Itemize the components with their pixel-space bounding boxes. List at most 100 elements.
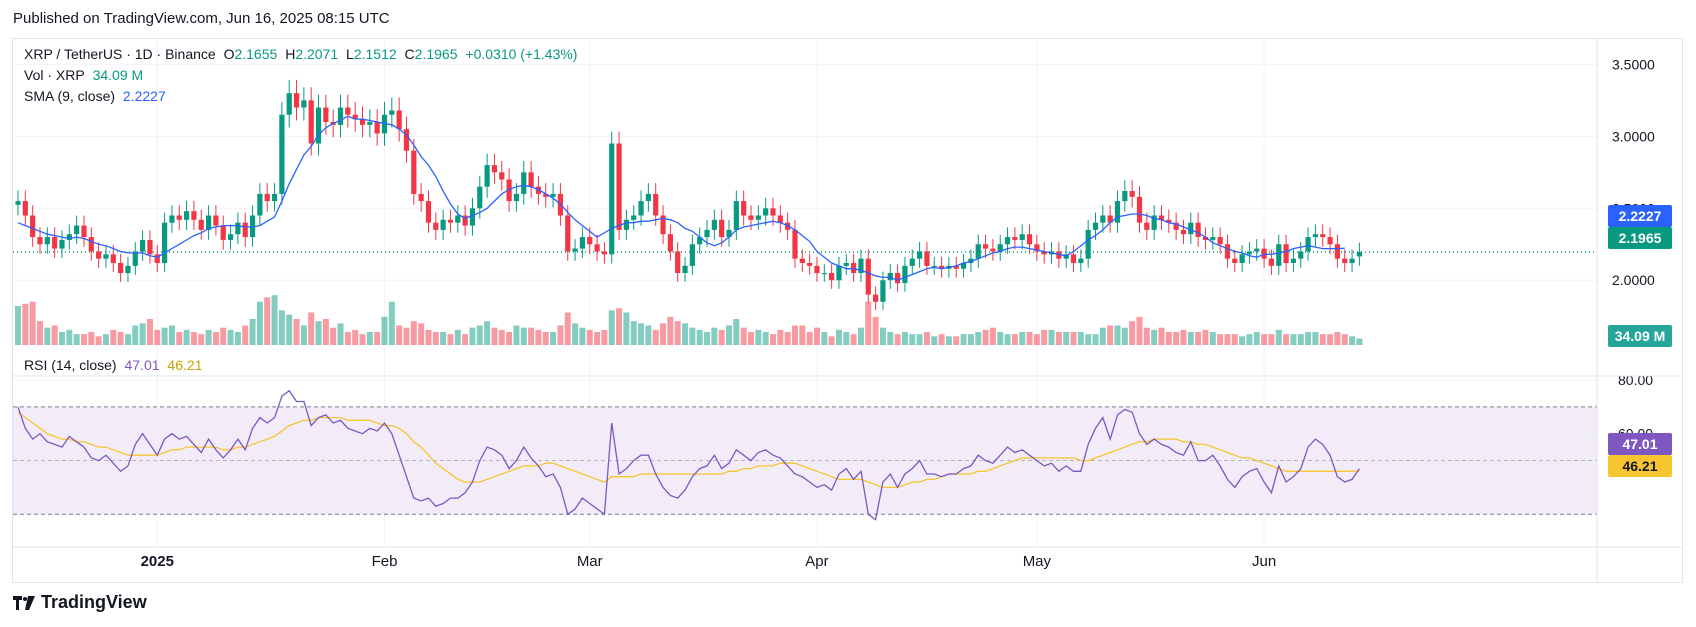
candle-body	[799, 258, 805, 263]
candle-body	[1034, 244, 1040, 252]
volume-bar	[835, 329, 842, 345]
candle-body	[777, 215, 783, 223]
volume-bar	[73, 334, 80, 345]
candle-body	[1129, 191, 1135, 197]
volume-bar	[80, 334, 87, 345]
volume-bar	[755, 329, 762, 345]
candle-body	[873, 294, 879, 302]
volume-bar	[1092, 334, 1099, 345]
volume-bar	[938, 334, 945, 345]
volume-bar	[359, 334, 366, 345]
candle-body	[1188, 222, 1194, 235]
published-caption: Published on TradingView.com, Jun 16, 20…	[13, 10, 390, 27]
volume-bar	[857, 327, 864, 345]
candle-body	[337, 107, 344, 125]
sma-legend[interactable]: SMA (9, close) 2.2227	[24, 88, 170, 104]
volume-bars	[15, 295, 1363, 345]
candle-body	[227, 234, 234, 240]
candle-body	[660, 215, 666, 235]
candle-body	[198, 219, 204, 230]
candle-body	[1004, 237, 1011, 245]
volume-bar	[601, 329, 608, 345]
rsi-ma-line	[17, 411, 1360, 489]
candle-body	[902, 265, 908, 284]
candle-body	[1327, 237, 1333, 245]
volume-bar	[799, 325, 806, 345]
volume-bar	[1063, 332, 1070, 345]
volume-bar	[29, 301, 36, 345]
candle-body	[469, 208, 476, 226]
volume-bar	[51, 325, 58, 345]
volume-bar	[813, 327, 820, 345]
candle-body	[543, 193, 549, 197]
volume-bar	[1026, 332, 1033, 345]
volume-bar	[36, 321, 43, 345]
volume-bar	[564, 312, 571, 345]
volume-bar	[931, 336, 938, 345]
candle-body	[609, 143, 615, 255]
candle-body	[755, 215, 761, 220]
candle-body	[52, 237, 58, 249]
candle-body	[1122, 191, 1128, 202]
volume-bar	[110, 329, 117, 345]
candle-body	[96, 251, 102, 259]
candle-body	[1246, 251, 1253, 255]
time-tick-label: 2025	[141, 553, 174, 570]
candle-body	[1041, 251, 1047, 255]
volume-bar	[513, 325, 520, 345]
volume-bar	[1114, 325, 1121, 345]
candle-body	[499, 172, 505, 180]
volume-bar	[865, 301, 872, 345]
volume-legend[interactable]: Vol · XRP 34.09 M	[24, 67, 147, 83]
volume-bar	[234, 332, 241, 345]
volume-bar	[1341, 334, 1348, 345]
candle-body	[719, 219, 725, 238]
rsi-tag: 47.01	[1608, 433, 1672, 455]
volume-bar	[638, 323, 645, 345]
candle-body	[1224, 244, 1231, 259]
time-tick-label: Apr	[805, 553, 828, 570]
volume-bar	[102, 334, 109, 345]
volume-bar	[476, 325, 483, 345]
volume-bar	[22, 303, 29, 345]
tradingview-logo[interactable]: TradingView	[13, 592, 147, 613]
volume-bar	[469, 327, 476, 345]
rsi-legend[interactable]: RSI (14, close) 47.01 46.21	[24, 357, 206, 373]
candle-body	[403, 129, 410, 151]
volume-bar	[550, 332, 557, 345]
volume-bar	[1231, 334, 1238, 345]
candle-body	[220, 225, 226, 240]
candle-body	[513, 193, 520, 202]
candle-body	[462, 215, 468, 226]
volume-bar	[711, 327, 718, 345]
candle-body	[909, 258, 915, 266]
volume-bar	[506, 332, 513, 345]
candle-body	[975, 244, 981, 259]
candle-body	[1268, 258, 1275, 266]
candle-body	[205, 215, 212, 230]
candle-body	[836, 265, 842, 281]
volume-bar	[176, 332, 183, 345]
symbol-title[interactable]: XRP / TetherUS · 1D · Binance	[24, 46, 216, 62]
volume-bar	[1195, 332, 1202, 345]
candle-body	[1298, 251, 1304, 259]
candle-body	[491, 165, 498, 173]
volume-bar	[967, 334, 974, 345]
volume-label: Vol · XRP	[24, 67, 85, 83]
candle-body	[1283, 244, 1289, 263]
volume-bar	[1239, 336, 1246, 345]
volume-bar	[1275, 329, 1282, 345]
candle-body	[895, 273, 901, 284]
volume-bar	[608, 310, 615, 345]
candle-body	[938, 265, 945, 269]
volume-bar	[183, 329, 190, 345]
time-tick-label: Mar	[577, 553, 603, 570]
volume-bar	[733, 319, 740, 345]
candle-body	[741, 201, 747, 216]
volume-bar	[388, 301, 395, 345]
volume-bar	[821, 332, 828, 345]
candle-body	[433, 222, 439, 230]
candle-body	[697, 237, 703, 245]
volume-bar	[117, 332, 124, 345]
